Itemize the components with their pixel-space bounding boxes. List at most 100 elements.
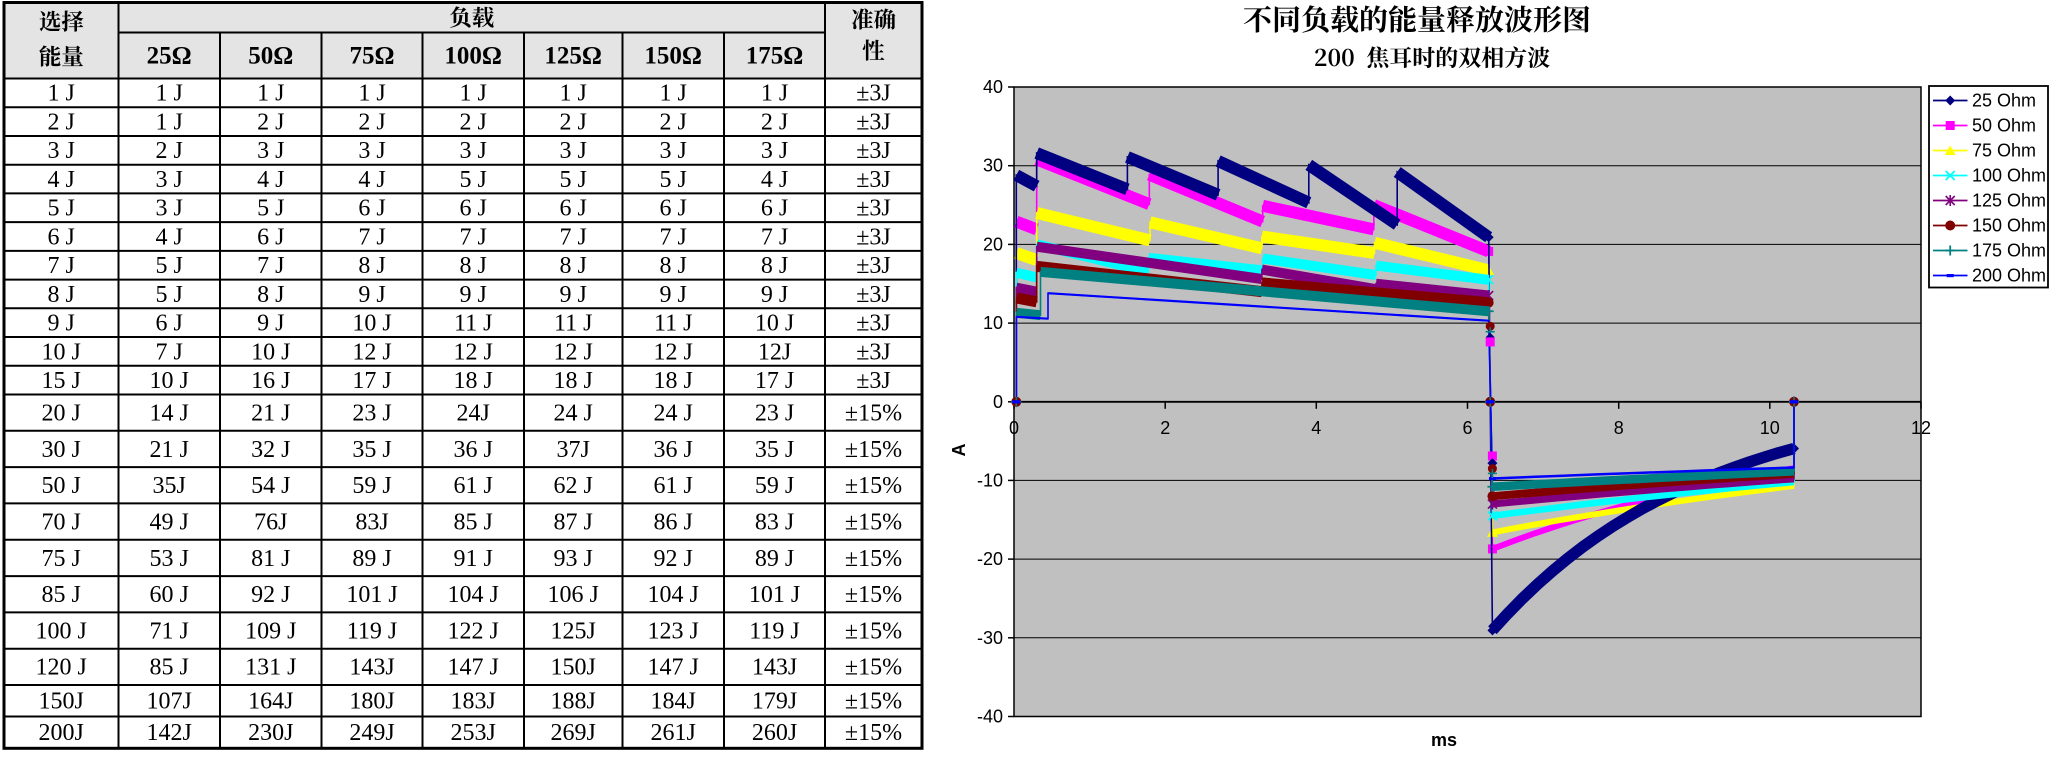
svg-text:36 J: 36 J	[454, 437, 493, 463]
svg-text:-10: -10	[977, 470, 1003, 490]
svg-text:±3J: ±3J	[856, 253, 891, 279]
svg-text:54 J: 54 J	[251, 473, 290, 499]
svg-text:7 J: 7 J	[761, 224, 788, 250]
svg-text:1 J: 1 J	[156, 81, 183, 107]
svg-text:6: 6	[1462, 418, 1472, 438]
svg-text:85 J: 85 J	[454, 509, 493, 535]
svg-text:7 J: 7 J	[560, 224, 587, 250]
svg-text:269J: 269J	[551, 720, 596, 746]
svg-text:260J: 260J	[752, 720, 797, 746]
svg-text:1 J: 1 J	[761, 81, 788, 107]
svg-text:9 J: 9 J	[660, 282, 687, 308]
svg-text:30 J: 30 J	[42, 437, 81, 463]
svg-text:83J: 83J	[355, 509, 388, 535]
svg-text:±15%: ±15%	[845, 618, 902, 644]
svg-text:150J: 150J	[39, 689, 84, 715]
svg-text:142J: 142J	[147, 720, 192, 746]
svg-text:122 J: 122 J	[448, 618, 499, 644]
svg-text:±3J: ±3J	[856, 339, 891, 365]
svg-text:±3J: ±3J	[856, 81, 891, 107]
svg-text:9 J: 9 J	[48, 311, 75, 337]
svg-text:85 J: 85 J	[42, 582, 81, 608]
svg-text:10 J: 10 J	[150, 368, 189, 394]
svg-text:6 J: 6 J	[761, 196, 788, 222]
svg-text:89 J: 89 J	[755, 546, 794, 572]
svg-text:21 J: 21 J	[251, 401, 290, 427]
svg-text:10 J: 10 J	[251, 339, 290, 365]
svg-text:3 J: 3 J	[156, 167, 183, 193]
svg-text:49 J: 49 J	[150, 509, 189, 535]
svg-text:200 Ohm: 200 Ohm	[1972, 266, 2046, 286]
svg-text:1 J: 1 J	[660, 81, 687, 107]
svg-text:106 J: 106 J	[548, 582, 599, 608]
svg-text:5 J: 5 J	[156, 253, 183, 279]
svg-text:20: 20	[983, 234, 1003, 254]
svg-text:100Ω: 100Ω	[444, 43, 502, 70]
svg-text:50Ω: 50Ω	[248, 43, 293, 70]
svg-text:7 J: 7 J	[156, 339, 183, 365]
svg-text:91 J: 91 J	[454, 546, 493, 572]
svg-text:143J: 143J	[349, 655, 394, 681]
svg-text:253J: 253J	[451, 720, 496, 746]
svg-text:±15%: ±15%	[845, 437, 902, 463]
svg-text:87 J: 87 J	[554, 509, 593, 535]
svg-text:175 Ohm: 175 Ohm	[1972, 241, 2046, 261]
svg-text:3 J: 3 J	[460, 138, 487, 164]
svg-text:37J: 37J	[557, 437, 590, 463]
svg-text:125 Ohm: 125 Ohm	[1972, 191, 2046, 211]
svg-text:±3J: ±3J	[856, 167, 891, 193]
svg-text:24 J: 24 J	[654, 401, 693, 427]
svg-text:±15%: ±15%	[845, 401, 902, 427]
svg-text:3 J: 3 J	[156, 196, 183, 222]
svg-text:A: A	[949, 444, 969, 457]
svg-text:8 J: 8 J	[560, 253, 587, 279]
svg-text:1 J: 1 J	[560, 81, 587, 107]
svg-text:12 J: 12 J	[654, 339, 693, 365]
svg-text:81 J: 81 J	[251, 546, 290, 572]
svg-text:50 J: 50 J	[42, 473, 81, 499]
svg-text:5 J: 5 J	[660, 167, 687, 193]
svg-text:175Ω: 175Ω	[746, 43, 804, 70]
svg-text:180J: 180J	[349, 689, 394, 715]
svg-text:8 J: 8 J	[460, 253, 487, 279]
svg-text:-40: -40	[977, 707, 1003, 727]
svg-text:5 J: 5 J	[460, 167, 487, 193]
svg-text:6 J: 6 J	[560, 196, 587, 222]
svg-text:85 J: 85 J	[150, 655, 189, 681]
svg-text:200J: 200J	[39, 720, 84, 746]
svg-text:7 J: 7 J	[358, 224, 385, 250]
svg-text:61 J: 61 J	[654, 473, 693, 499]
svg-text:4 J: 4 J	[358, 167, 385, 193]
svg-text:8 J: 8 J	[358, 253, 385, 279]
svg-text:ms: ms	[1431, 730, 1457, 750]
svg-text:75 Ohm: 75 Ohm	[1972, 141, 2036, 161]
svg-text:1 J: 1 J	[460, 81, 487, 107]
svg-text:18 J: 18 J	[554, 368, 593, 394]
svg-text:104 J: 104 J	[448, 582, 499, 608]
svg-text:9 J: 9 J	[560, 282, 587, 308]
svg-text:21 J: 21 J	[150, 437, 189, 463]
svg-text:3 J: 3 J	[761, 138, 788, 164]
svg-text:32 J: 32 J	[251, 437, 290, 463]
svg-text:50 Ohm: 50 Ohm	[1972, 116, 2036, 136]
svg-text:35 J: 35 J	[352, 437, 391, 463]
svg-text:2 J: 2 J	[560, 109, 587, 135]
svg-text:147 J: 147 J	[448, 655, 499, 681]
svg-text:2 J: 2 J	[761, 109, 788, 135]
svg-text:11 J: 11 J	[454, 311, 492, 337]
svg-text:75 J: 75 J	[42, 546, 81, 572]
svg-text:3 J: 3 J	[560, 138, 587, 164]
svg-text:119 J: 119 J	[749, 618, 799, 644]
svg-text:86 J: 86 J	[654, 509, 693, 535]
svg-text:120 J: 120 J	[36, 655, 87, 681]
svg-text:12 J: 12 J	[454, 339, 493, 365]
svg-text:18 J: 18 J	[654, 368, 693, 394]
svg-text:14 J: 14 J	[150, 401, 189, 427]
svg-text:3 J: 3 J	[358, 138, 385, 164]
svg-text:183J: 183J	[451, 689, 496, 715]
svg-text:1 J: 1 J	[48, 81, 75, 107]
svg-text:230J: 230J	[248, 720, 293, 746]
svg-text:±3J: ±3J	[856, 282, 891, 308]
svg-text:10 J: 10 J	[352, 311, 391, 337]
svg-text:107J: 107J	[147, 689, 192, 715]
